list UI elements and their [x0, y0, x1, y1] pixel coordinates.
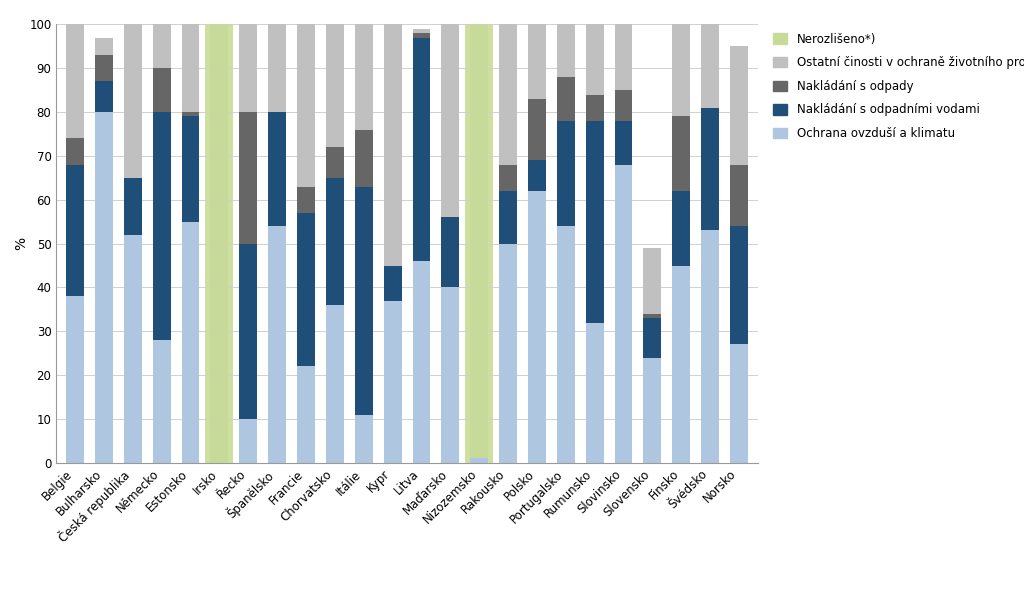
Bar — [441, 24, 460, 217]
Bar — [413, 38, 430, 261]
Bar — [586, 323, 603, 463]
Bar — [730, 226, 748, 345]
Bar — [557, 226, 574, 463]
Bar — [384, 301, 401, 463]
Bar — [701, 24, 719, 108]
Bar — [181, 112, 200, 116]
Bar — [586, 94, 603, 121]
Bar — [701, 230, 719, 463]
Bar — [206, 24, 233, 463]
Bar — [95, 112, 113, 463]
Bar — [413, 261, 430, 463]
Bar — [153, 340, 171, 463]
Bar — [124, 235, 141, 463]
Bar — [441, 217, 460, 287]
Bar — [586, 24, 603, 94]
Bar — [730, 46, 748, 164]
Bar — [124, 24, 141, 178]
Bar — [326, 24, 344, 147]
Bar — [354, 415, 373, 463]
Bar — [67, 24, 84, 138]
Bar — [499, 244, 517, 463]
Bar — [557, 121, 574, 226]
Bar — [297, 367, 315, 463]
Bar — [67, 164, 84, 296]
Bar — [441, 287, 460, 463]
Bar — [95, 82, 113, 112]
Bar — [326, 147, 344, 178]
Bar — [499, 191, 517, 244]
Bar — [153, 24, 171, 68]
Bar — [297, 213, 315, 367]
Bar — [297, 186, 315, 213]
Y-axis label: %: % — [13, 237, 28, 250]
Bar — [499, 164, 517, 191]
Bar — [354, 24, 373, 130]
Bar — [153, 68, 171, 112]
Bar — [95, 38, 113, 55]
Bar — [326, 305, 344, 463]
Bar — [528, 24, 546, 99]
Bar — [643, 357, 662, 463]
Bar — [528, 99, 546, 160]
Bar — [153, 112, 171, 340]
Bar — [268, 112, 286, 226]
Bar — [67, 138, 84, 164]
Bar — [413, 29, 430, 33]
Bar — [614, 90, 633, 121]
Bar — [297, 24, 315, 186]
Bar — [586, 121, 603, 323]
Bar — [643, 314, 662, 318]
Bar — [470, 24, 488, 459]
Bar — [557, 77, 574, 121]
Bar — [240, 24, 257, 112]
Bar — [470, 459, 488, 463]
Bar — [95, 55, 113, 82]
Bar — [413, 33, 430, 38]
Bar — [643, 248, 662, 314]
Bar — [528, 191, 546, 463]
Bar — [384, 24, 401, 266]
Bar — [181, 116, 200, 222]
Bar — [614, 24, 633, 90]
Bar — [614, 164, 633, 463]
Bar — [730, 164, 748, 226]
Bar — [211, 24, 228, 463]
Bar — [181, 24, 200, 112]
Bar — [384, 266, 401, 301]
Bar — [67, 296, 84, 463]
Legend: Nerozlišeno*), Ostatní činosti v ochraně životního prostředí, Nakládání s odpady: Nerozlišeno*), Ostatní činosti v ochraně… — [771, 30, 1024, 143]
Bar — [557, 24, 574, 77]
Bar — [730, 345, 748, 463]
Bar — [268, 24, 286, 112]
Bar — [614, 121, 633, 164]
Bar — [240, 244, 257, 419]
Bar — [673, 116, 690, 191]
Bar — [240, 419, 257, 463]
Bar — [673, 24, 690, 116]
Bar — [528, 160, 546, 191]
Bar — [268, 226, 286, 463]
Bar — [673, 266, 690, 463]
Bar — [499, 24, 517, 164]
Bar — [701, 108, 719, 230]
Bar — [240, 112, 257, 244]
Bar — [465, 24, 494, 463]
Bar — [354, 130, 373, 186]
Bar — [124, 178, 141, 235]
Bar — [181, 222, 200, 463]
Bar — [643, 318, 662, 357]
Bar — [354, 186, 373, 415]
Bar — [326, 178, 344, 305]
Bar — [673, 191, 690, 266]
